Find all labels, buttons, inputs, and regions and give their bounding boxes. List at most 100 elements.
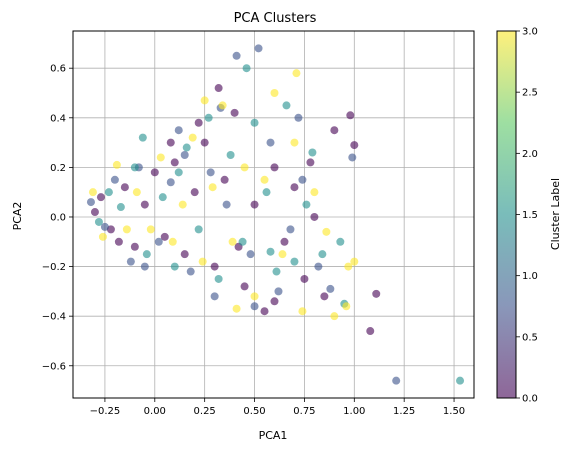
scatter-point-cluster-0 (250, 200, 259, 209)
scatter-point-cluster-1 (314, 262, 323, 271)
scatter-point-cluster-3 (178, 200, 187, 209)
scatter-point-cluster-3 (292, 69, 301, 78)
scatter-point-cluster-1 (126, 257, 135, 266)
scatter-point-cluster-3 (344, 262, 353, 271)
y-tick-label: 0.4 (50, 113, 66, 124)
scatter-point-cluster-0 (194, 118, 203, 127)
scatter-point-cluster-0 (240, 282, 249, 291)
scatter-point-cluster-2 (226, 150, 235, 159)
scatter-point-cluster-0 (210, 262, 219, 271)
scatter-point-cluster-2 (238, 237, 247, 246)
scatter-point-cluster-1 (180, 150, 189, 159)
scatter-point-cluster-2 (116, 203, 125, 212)
scatter-point-cluster-1 (166, 178, 175, 187)
x-tick-label: 0.25 (194, 406, 216, 417)
scatter-point-cluster-3 (330, 312, 339, 321)
scatter-point-cluster-3 (232, 304, 241, 313)
scatter-point-cluster-1 (86, 198, 95, 207)
scatter-point-cluster-3 (98, 232, 107, 241)
scatter-point-cluster-3 (270, 88, 279, 97)
scatter-point-cluster-2 (94, 217, 103, 226)
scatter-point-cluster-0 (114, 237, 123, 246)
plot-frame (72, 30, 475, 399)
scatter-point-cluster-1 (206, 168, 215, 177)
scatter-point-cluster-0 (160, 232, 169, 241)
scatter-point-cluster-3 (310, 188, 319, 197)
scatter-point-cluster-0 (214, 84, 223, 93)
scatter-point-cluster-1 (210, 292, 219, 301)
y-tick-label: −0.2 (42, 262, 66, 273)
scatter-point-cluster-3 (228, 237, 237, 246)
scatter-point-cluster-2 (456, 376, 465, 385)
scatter-point-cluster-0 (90, 208, 99, 217)
scatter-points (86, 44, 465, 385)
scatter-point-cluster-0 (220, 175, 229, 184)
x-tick-label: −0.25 (90, 406, 121, 417)
scatter-point-cluster-3 (250, 292, 259, 301)
colorbar-tick-label: 1.0 (522, 271, 538, 282)
scatter-point-cluster-2 (182, 143, 191, 152)
scatter-point-cluster-1 (174, 126, 183, 135)
scatter-point-cluster-0 (150, 168, 159, 177)
scatter-point-cluster-3 (156, 153, 165, 162)
scatter-point-cluster-2 (170, 262, 179, 271)
scatter-point-cluster-1 (186, 267, 195, 276)
scatter-point-cluster-2 (138, 133, 147, 142)
scatter-point-cluster-3 (188, 133, 197, 142)
scatter-point-cluster-2 (302, 200, 311, 209)
scatter-point-cluster-2 (242, 64, 251, 73)
colorbar-tick-label: 0.5 (522, 332, 538, 343)
scatter-point-cluster-2 (250, 118, 259, 127)
scatter-point-cluster-2 (174, 168, 183, 177)
y-tick-label: −0.6 (42, 361, 66, 372)
y-tick-label: 0.6 (50, 64, 66, 75)
scatter-point-cluster-3 (322, 227, 331, 236)
colorbar (496, 30, 517, 399)
x-axis-ticks: −0.25 0.00 0.25 0.50 0.75 1.00 1.25 1.50 (90, 398, 465, 417)
scatter-point-cluster-0 (270, 163, 279, 172)
scatter-point-cluster-0 (190, 188, 199, 197)
scatter-point-cluster-1 (246, 250, 255, 259)
scatter-point-cluster-2 (130, 163, 139, 172)
scatter-point-cluster-1 (348, 153, 357, 162)
scatter-point-cluster-2 (158, 193, 167, 202)
scatter-point-cluster-2 (318, 250, 327, 259)
x-tick-label: 0.75 (293, 406, 315, 417)
scatter-point-cluster-3 (122, 225, 131, 234)
scatter-point-cluster-0 (290, 183, 299, 192)
y-tick-label: −0.4 (42, 312, 66, 323)
scatter-point-cluster-1 (392, 376, 401, 385)
scatter-point-cluster-1 (232, 51, 241, 60)
grid-lines (73, 31, 474, 398)
scatter-point-cluster-1 (294, 113, 303, 122)
scatter-point-cluster-2 (214, 274, 223, 283)
x-tick-label: 0.00 (144, 406, 166, 417)
scatter-point-cluster-2 (266, 247, 275, 256)
scatter-point-cluster-0 (260, 307, 269, 316)
scatter-point-cluster-1 (110, 175, 119, 184)
scatter-point-cluster-3 (218, 101, 227, 110)
scatter-point-cluster-1 (266, 138, 275, 147)
scatter-point-cluster-1 (140, 262, 149, 271)
scatter-point-cluster-3 (298, 307, 307, 316)
scatter-point-cluster-3 (168, 237, 177, 246)
colorbar-tick-label: 2.0 (522, 149, 538, 160)
x-tick-label: 1.00 (343, 406, 365, 417)
x-tick-label: 0.50 (243, 406, 265, 417)
scatter-point-cluster-0 (270, 297, 279, 306)
scatter-point-cluster-0 (306, 158, 315, 167)
scatter-point-cluster-0 (96, 193, 105, 202)
scatter-point-cluster-1 (298, 175, 307, 184)
scatter-point-cluster-0 (130, 242, 139, 251)
scatter-point-cluster-3 (200, 96, 209, 105)
scatter-point-cluster-1 (100, 222, 109, 231)
colorbar-tick-label: 2.5 (522, 88, 538, 99)
scatter-point-cluster-3 (132, 188, 141, 197)
scatter-point-cluster-3 (290, 138, 299, 147)
scatter-point-cluster-2 (142, 250, 151, 259)
scatter-point-cluster-0 (310, 212, 319, 221)
scatter-point-cluster-0 (230, 108, 239, 117)
y-axis-ticks: −0.6 −0.4 −0.2 0.0 0.2 0.4 0.6 (42, 64, 73, 372)
scatter-point-cluster-2 (194, 225, 203, 234)
